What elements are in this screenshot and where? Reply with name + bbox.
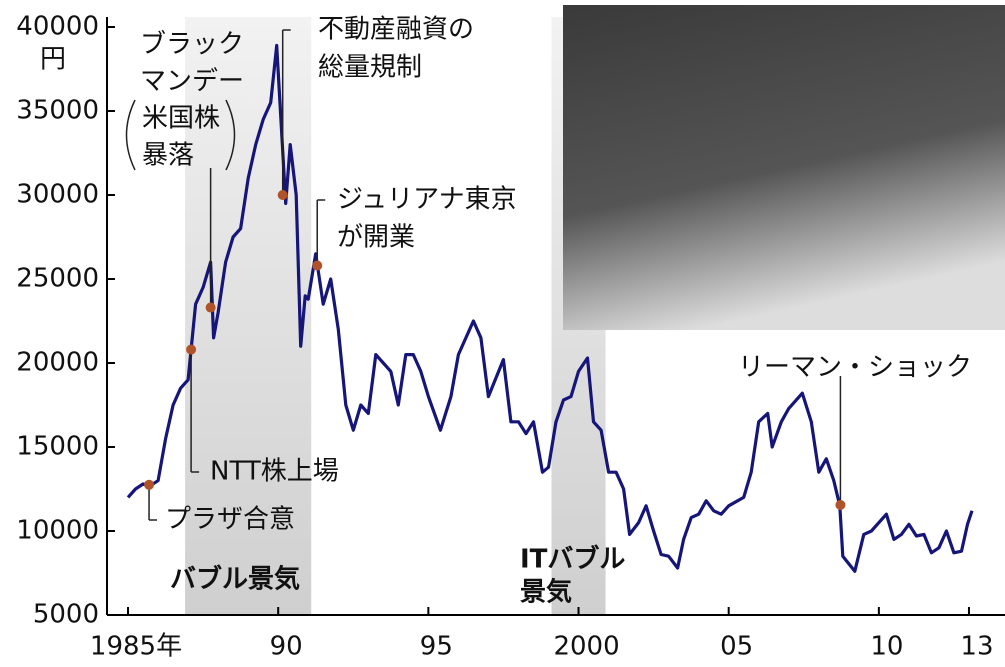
x-tick-label: 1985年 bbox=[90, 632, 182, 662]
event-dot bbox=[312, 260, 323, 271]
event-dot bbox=[186, 344, 197, 355]
bracket bbox=[225, 99, 236, 171]
annotation-text: プラザ合意 bbox=[165, 505, 295, 535]
event-dot bbox=[144, 479, 155, 490]
annotation-text: 暴落 bbox=[142, 141, 194, 171]
annotation-text: マンデー bbox=[140, 67, 244, 97]
annotation-text: 総量規制 bbox=[318, 53, 422, 83]
annotation-text: ジュリアナ東京 bbox=[337, 185, 517, 215]
y-tick-label: 5000 bbox=[33, 600, 99, 630]
y-unit: 円 bbox=[40, 45, 66, 75]
x-tick-label: 95 bbox=[420, 632, 453, 662]
y-tick-label: 10000 bbox=[16, 516, 99, 546]
period-label: ITバブル bbox=[520, 544, 625, 575]
y-tick-label: 35000 bbox=[16, 96, 99, 126]
period-label: 景気 bbox=[520, 577, 572, 608]
x-tick-label: 10 bbox=[870, 632, 903, 662]
x-tick-label: 2000 bbox=[553, 632, 619, 662]
x-tick-label: 13 bbox=[960, 632, 993, 662]
y-tick-label: 15000 bbox=[16, 432, 99, 462]
event-dot bbox=[835, 499, 846, 510]
period-label: バブル景気 bbox=[170, 564, 300, 595]
annotation-text: NTT株上場 bbox=[210, 457, 339, 487]
annotation-text: リーマン・ショック bbox=[738, 353, 972, 383]
x-tick-label: 90 bbox=[270, 632, 303, 662]
y-tick-label: 40000 bbox=[16, 12, 99, 42]
annotation-text: が開業 bbox=[337, 223, 415, 253]
shaded-period bbox=[185, 17, 312, 615]
event-dot bbox=[205, 302, 216, 313]
annotation-text: 米国株 bbox=[142, 104, 220, 134]
annotation-text: ブラック bbox=[140, 30, 244, 60]
x-tick-label: 05 bbox=[720, 632, 753, 662]
annotation-text: 不動産融資の bbox=[318, 15, 474, 45]
y-tick-label: 20000 bbox=[16, 348, 99, 378]
photo bbox=[563, 5, 1005, 330]
y-tick-label: 30000 bbox=[16, 180, 99, 210]
price-line bbox=[126, 43, 974, 573]
bracket bbox=[125, 99, 136, 171]
y-tick-label: 25000 bbox=[16, 264, 99, 294]
event-dot bbox=[277, 190, 288, 200]
